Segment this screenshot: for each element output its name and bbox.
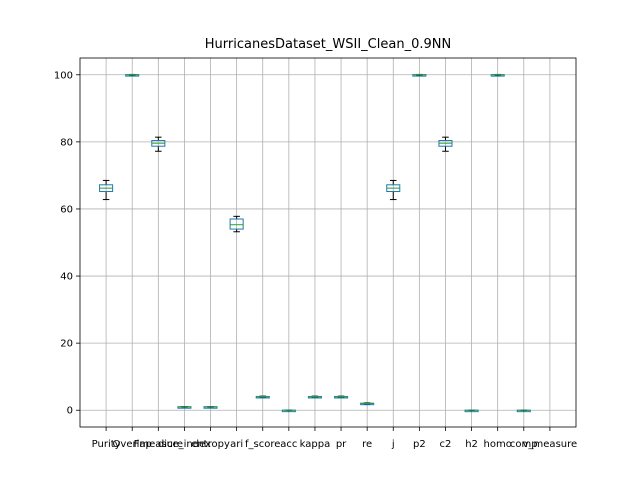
box-pr [334,395,349,399]
box-layer [99,73,531,413]
box-p2 [412,73,427,77]
x-tick-label: Overlap [113,439,152,450]
x-tick-label: re [362,439,372,450]
x-tick-label: comp [510,439,538,450]
box-h2 [464,409,479,413]
y-tick-label: 60 [60,204,73,215]
box-Overlap [125,73,140,77]
y-axis: 0 20 40 60 80 100 [54,70,80,417]
x-tick-label: Fmeasure [134,439,183,450]
x-tick-label: acc [280,439,297,450]
x-tick-label: h2 [465,439,478,450]
x-tick-label: v_measure [523,439,578,450]
chart-title: HurricanesDataset_WSII_Clean_0.9NN [205,37,451,52]
x-tick-label: entropy [191,439,230,450]
box-ari [229,215,244,233]
box-c2 [438,136,453,152]
box-re [360,402,375,406]
box-Purity [99,179,114,201]
iqr-box [229,218,244,230]
x-tick-label: pr [336,439,347,450]
y-tick-label: 20 [60,339,73,350]
x-tick-label: ari [230,439,243,450]
x-tick-label: dice_index [158,439,211,450]
box-entropy [203,406,218,409]
y-tick-label: 100 [54,70,73,81]
x-tick-label: c2 [440,439,452,450]
grid-layer [80,58,576,427]
y-tick-label: 80 [60,137,73,148]
x-tick-label: f_score [245,439,280,450]
box-comp [516,409,531,413]
box-homo [490,73,505,77]
y-tick-label: 0 [67,406,73,417]
x-tick-label: p2 [413,439,426,450]
y-tick-label: 40 [60,272,73,283]
box-dice_index [177,406,192,409]
box-Fmeasure [151,136,166,152]
box-kappa [307,395,322,399]
x-tick-label: kappa [300,439,331,450]
box-acc [281,409,296,413]
box-j [386,179,401,201]
x-tick-label: homo [484,439,512,450]
plot-area-frame [79,57,577,428]
x-tick-label: Purity [92,439,121,450]
x-tick-label: j [391,439,395,450]
box-f_score [255,395,270,399]
